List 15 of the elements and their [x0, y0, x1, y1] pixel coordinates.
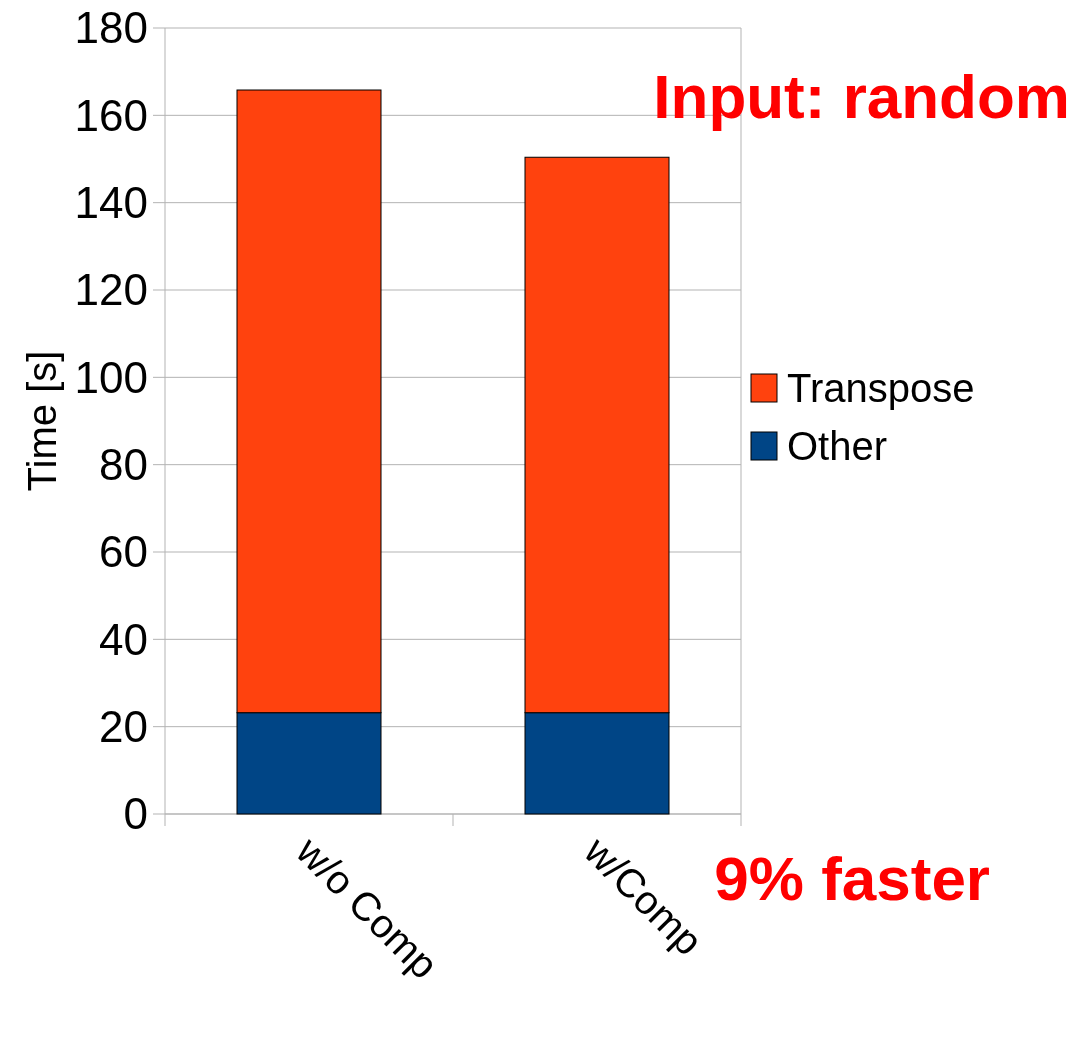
y-tick-label: 160	[74, 90, 148, 140]
y-tick-label: 100	[74, 352, 148, 402]
y-tick-label: 180	[74, 3, 148, 53]
y-tick-label: 120	[74, 265, 148, 315]
legend-label: Other	[787, 424, 888, 468]
y-tick-label: 20	[99, 702, 148, 752]
y-axis-title: Time [s]	[20, 350, 64, 492]
legend-label: Transpose	[787, 366, 975, 410]
y-tick-label: 60	[99, 527, 148, 577]
y-tick-label: 80	[99, 440, 148, 490]
y-tick-label: 140	[74, 178, 148, 228]
annotation: Input: random	[653, 62, 1070, 131]
y-tick-label: 40	[99, 614, 148, 664]
text: 9% faster	[714, 844, 990, 913]
y-tick-label: 0	[123, 789, 148, 839]
